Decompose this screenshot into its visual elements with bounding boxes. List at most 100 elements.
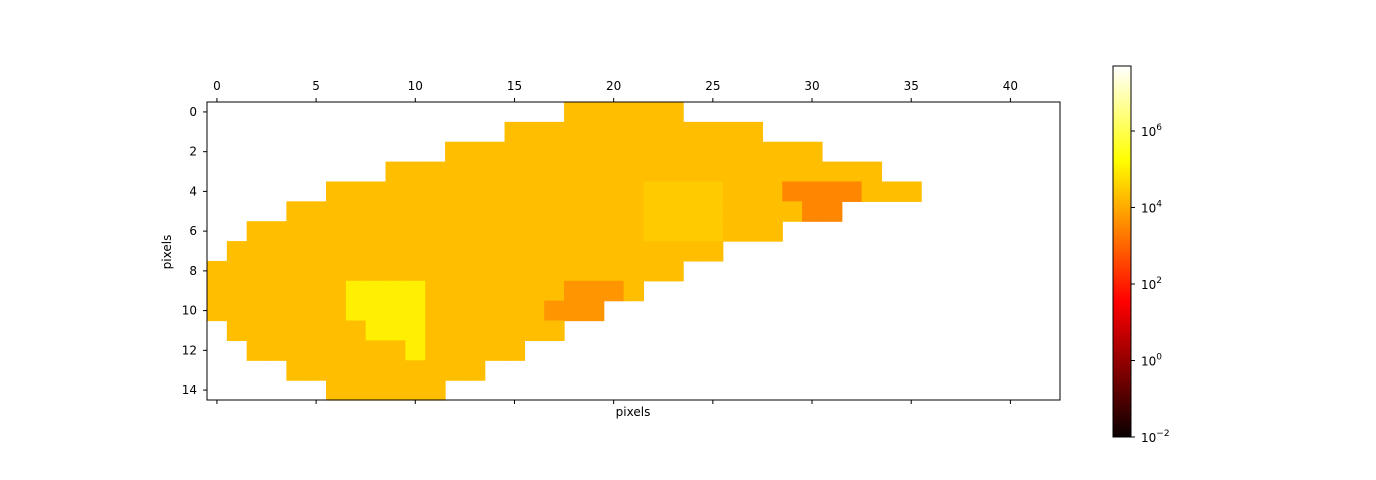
heatmap-cell <box>603 181 625 202</box>
heatmap-cell <box>365 201 387 222</box>
heatmap-cell <box>306 320 327 341</box>
heatmap-cell <box>445 161 466 183</box>
plot-frame <box>206 101 1061 401</box>
heatmap-cell <box>802 161 823 183</box>
heatmap-cell <box>702 201 724 222</box>
heatmap-cell <box>821 201 843 222</box>
heatmap-cell <box>643 241 664 262</box>
heatmap-cell <box>504 161 525 183</box>
heatmap-cell <box>524 260 545 282</box>
heatmap-cell <box>544 141 565 163</box>
heatmap-cell <box>365 340 387 361</box>
heatmap-cell <box>464 340 486 361</box>
heatmap-cell <box>425 241 446 262</box>
heatmap-cell <box>246 221 268 242</box>
colorbar <box>1112 65 1132 438</box>
heatmap-cell <box>326 380 347 401</box>
heatmap-cell <box>663 121 684 143</box>
heatmap-cell <box>821 161 843 183</box>
x-tick-label: 30 <box>804 79 819 93</box>
heatmap-cell <box>623 121 645 143</box>
heatmap-cell <box>504 280 525 302</box>
heatmap-cell <box>306 360 327 381</box>
heatmap-cell <box>286 320 307 341</box>
heatmap-cell <box>742 121 764 143</box>
heatmap-cell <box>643 201 664 222</box>
heatmap-cell <box>306 260 327 282</box>
heatmap-cell <box>385 360 406 381</box>
heatmap-cell <box>464 201 486 222</box>
heatmap-cell <box>564 121 585 143</box>
heatmap-cell <box>663 241 684 262</box>
heatmap-cell <box>484 181 506 202</box>
x-tick-label: 25 <box>705 79 720 93</box>
heatmap-cell <box>385 380 406 401</box>
heatmap-cell <box>326 221 347 242</box>
heatmap-cell <box>385 201 406 222</box>
heatmap-cell <box>246 280 268 302</box>
heatmap-cell <box>802 201 823 222</box>
heatmap-cell <box>683 201 704 222</box>
heatmap-cell <box>445 260 466 282</box>
heatmap-cell <box>286 360 307 381</box>
x-tick-label: 40 <box>1003 79 1018 93</box>
heatmap-cell <box>326 280 347 302</box>
heatmap-cell <box>484 320 506 341</box>
heatmap-cell <box>564 260 585 282</box>
heatmap-cell <box>683 161 704 183</box>
heatmap-cell <box>742 161 764 183</box>
heatmap-cell <box>881 181 902 202</box>
heatmap-cell <box>623 161 645 183</box>
heatmap-cell <box>464 300 486 322</box>
heatmap-cell <box>365 320 387 341</box>
heatmap-cell <box>425 320 446 341</box>
heatmap-cell <box>524 280 545 302</box>
heatmap-cell <box>603 241 625 262</box>
heatmap-cell <box>365 280 387 302</box>
heatmap-cell <box>345 340 367 361</box>
heatmap-cell <box>484 340 506 361</box>
heatmap-cell <box>841 181 863 202</box>
heatmap-cell <box>445 340 466 361</box>
heatmap-cell <box>306 221 327 242</box>
heatmap-cell <box>464 260 486 282</box>
heatmap-cell <box>266 320 287 341</box>
heatmap-cell <box>306 280 327 302</box>
heatmap-cell <box>266 340 287 361</box>
heatmap-cell <box>603 141 625 163</box>
heatmap-cell <box>365 380 387 401</box>
heatmap-cell <box>345 300 367 322</box>
heatmap-cell <box>623 141 645 163</box>
heatmap-cell <box>286 221 307 242</box>
heatmap-cell <box>603 201 625 222</box>
x-tick-label: 5 <box>312 79 320 93</box>
heatmap-cell <box>286 280 307 302</box>
heatmap-cell <box>405 340 426 361</box>
heatmap-cell <box>445 320 466 341</box>
colorbar-tick-label: 104 <box>1141 199 1162 215</box>
heatmap-cell <box>583 221 605 242</box>
heatmap-cell <box>603 121 625 143</box>
heatmap-cell <box>524 201 545 222</box>
heatmap-cell <box>246 241 268 262</box>
heatmap-cell <box>524 121 545 143</box>
heatmap-cell <box>405 181 426 202</box>
heatmap-cell <box>226 241 248 262</box>
heatmap-cell <box>385 221 406 242</box>
heatmap-cell <box>583 260 605 282</box>
heatmap-cell <box>583 201 605 222</box>
heatmap-cell <box>524 141 545 163</box>
heatmap-cell <box>286 340 307 361</box>
heatmap-cell <box>445 141 466 163</box>
heatmap-cell <box>544 201 565 222</box>
heatmap-cell <box>544 161 565 183</box>
heatmap-cell <box>484 161 506 183</box>
heatmap-cell <box>365 221 387 242</box>
heatmap-cell <box>326 300 347 322</box>
heatmap-cell <box>603 102 625 123</box>
heatmap-cell <box>643 221 664 242</box>
heatmap-cell <box>405 161 426 183</box>
heatmap-cell <box>544 121 565 143</box>
heatmap-cell <box>464 241 486 262</box>
heatmap-cell <box>464 320 486 341</box>
